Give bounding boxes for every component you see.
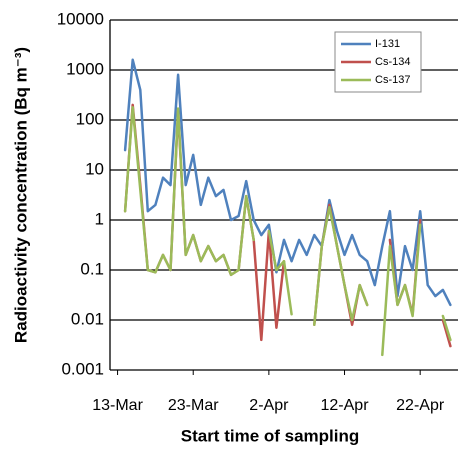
y-tick-label: 10 [85,159,104,178]
series-line [441,318,452,348]
x-axis-label: Start time of sampling [181,426,360,445]
y-tick-label: 0.01 [71,309,104,328]
legend: I-131 Cs-134 Cs-137 [334,31,422,93]
legend-label: I-131 [375,38,400,50]
legend-label: Cs-137 [375,74,410,86]
y-tick-label: 1000 [66,59,104,78]
y-tick-label: 0.1 [80,259,104,278]
x-tick-label: 13-Mar [92,397,143,414]
series-line [313,205,369,327]
series-line [123,58,452,307]
y-axis-label: Radioactivity concentration (Bq m⁻³) [11,47,30,343]
series-line [441,314,452,342]
y-tick-label: 100 [76,109,104,128]
x-tick-label: 22-Apr [396,397,445,414]
y-tick-label: 1 [95,209,104,228]
series-line [381,223,422,357]
series-line [267,229,293,316]
x-tick-label: 23-Mar [168,397,219,414]
y-tick-label: 0.001 [61,359,104,378]
series-line [123,103,286,342]
series-line [123,105,255,277]
x-tick-label: 12-Apr [321,397,370,414]
x-tick-label: 2-Apr [249,397,289,414]
y-tick-label: 10000 [57,9,104,28]
legend-label: Cs-134 [375,56,410,68]
